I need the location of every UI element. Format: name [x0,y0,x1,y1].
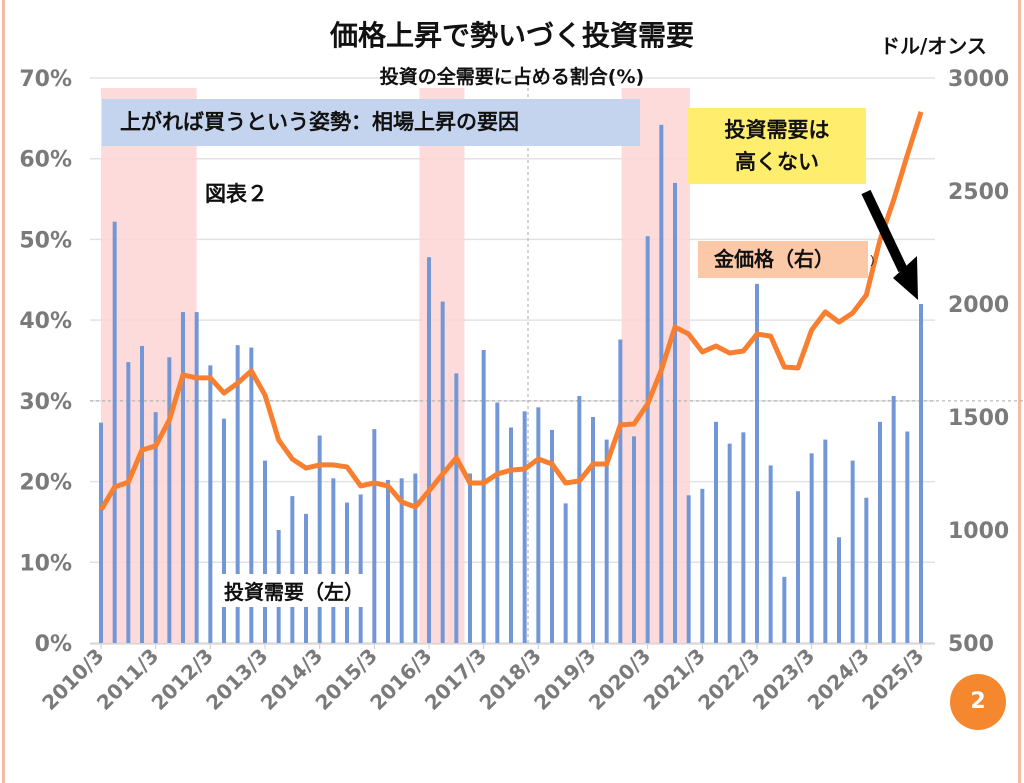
bar-investment-demand [345,502,349,643]
bar-investment-demand [331,478,336,643]
figure-label: 図表２ [205,182,268,206]
right-axis-tick-label: 3000 [948,67,1009,92]
bar-investment-demand [864,497,869,643]
chart-title: 価格上昇で勢いづく投資需要 [329,19,694,52]
investment-demand-legend: 投資需要（左） [218,574,370,607]
bar-investment-demand [235,345,240,643]
bar-investment-demand [427,257,431,643]
bar-investment-demand [413,473,418,643]
right-edge-line [1018,0,1021,783]
stray-mark: ） [870,254,883,268]
bar-investment-demand [563,503,568,643]
bar-investment-demand [823,439,828,643]
bar-investment-demand [495,402,500,643]
left-axis-tick-label: 40% [19,309,72,334]
bar-investment-demand [905,431,910,643]
bar-investment-demand [140,345,144,643]
left-axis-tick-label: 70% [19,67,72,92]
bar-investment-demand [481,350,486,643]
bar-investment-demand [167,357,172,643]
bar-investment-demand [919,304,923,643]
bar-investment-demand [454,373,459,643]
highlight-period [101,88,197,643]
bar-investment-demand [181,312,185,643]
bar-investment-demand [673,182,677,643]
right-axis-tick-label: 500 [948,632,994,657]
bar-investment-demand [755,283,759,643]
right-axis-tick-label: 2500 [948,180,1009,205]
bar-investment-demand [727,443,732,643]
bar-investment-demand [577,396,582,643]
left-axis-tick-label: 0% [35,632,72,657]
bar-investment-demand [112,221,117,643]
page-badge: 2 [950,674,1006,730]
bar-investment-demand [126,362,131,643]
x-axis-tick-label: 2025/3 [857,644,928,715]
left-axis-tick-label: 60% [19,148,72,173]
bar-investment-demand [153,412,158,643]
bar-investment-demand [714,421,718,643]
bar-investment-demand [550,429,554,643]
left-axis-tick-label: 20% [19,471,72,496]
bar-investment-demand [850,460,855,643]
bar-investment-demand [741,432,746,643]
right-axis-tick-label: 2000 [948,293,1009,318]
bar-investment-demand [399,478,404,643]
bar-investment-demand [522,411,527,643]
bar-investment-demand [263,460,267,643]
bar-investment-demand [208,365,213,643]
arrow-shaft [861,189,908,273]
bar-investment-demand [768,465,773,643]
bar-investment-demand [317,435,322,643]
arrow-head [893,256,918,300]
trend-annotation-box: 上がれば買うという姿勢：相場上昇の要因 [102,99,640,146]
bar-investment-demand [386,479,390,643]
bar-investment-demand [536,407,541,643]
bar-investment-demand [645,236,650,643]
left-edge-line [2,0,5,783]
bar-investment-demand [686,495,691,643]
bar-investment-demand [194,312,199,643]
bar-investment-demand [604,439,609,643]
chart-subtitle: 投資の全需要に占める割合(%) [379,66,645,88]
bar-investment-demand [249,347,254,643]
bar-investment-demand [700,488,705,643]
bar-investment-demand [468,473,472,643]
right-axis-unit: ドル/オンス [880,34,987,58]
bar-investment-demand [222,418,226,643]
bar-investment-demand [782,576,787,643]
bar-investment-demand [99,422,103,643]
bar-investment-demand [809,453,814,643]
bar-investment-demand [372,429,377,643]
highlight-period [621,88,690,643]
bar-investment-demand [891,396,896,643]
left-axis-tick-label: 10% [19,551,72,576]
left-axis-tick-label: 30% [19,390,72,415]
gold-price-legend: 金価格（右） [698,241,868,278]
bar-investment-demand [618,339,623,643]
callout-box: 投資需要は 高くない [688,108,866,184]
bar-investment-demand [796,491,800,643]
bar-investment-demand [632,436,636,643]
bar-investment-demand [878,421,882,643]
bar-investment-demand [509,427,513,643]
left-axis-tick-label: 50% [19,228,72,253]
bar-investment-demand [837,537,841,643]
bar-investment-demand [659,124,664,644]
right-axis-tick-label: 1500 [948,406,1009,431]
bar-investment-demand [591,417,595,643]
bar-investment-demand [290,496,295,643]
bar-investment-demand [358,494,363,643]
right-axis-tick-label: 1000 [948,519,1009,544]
